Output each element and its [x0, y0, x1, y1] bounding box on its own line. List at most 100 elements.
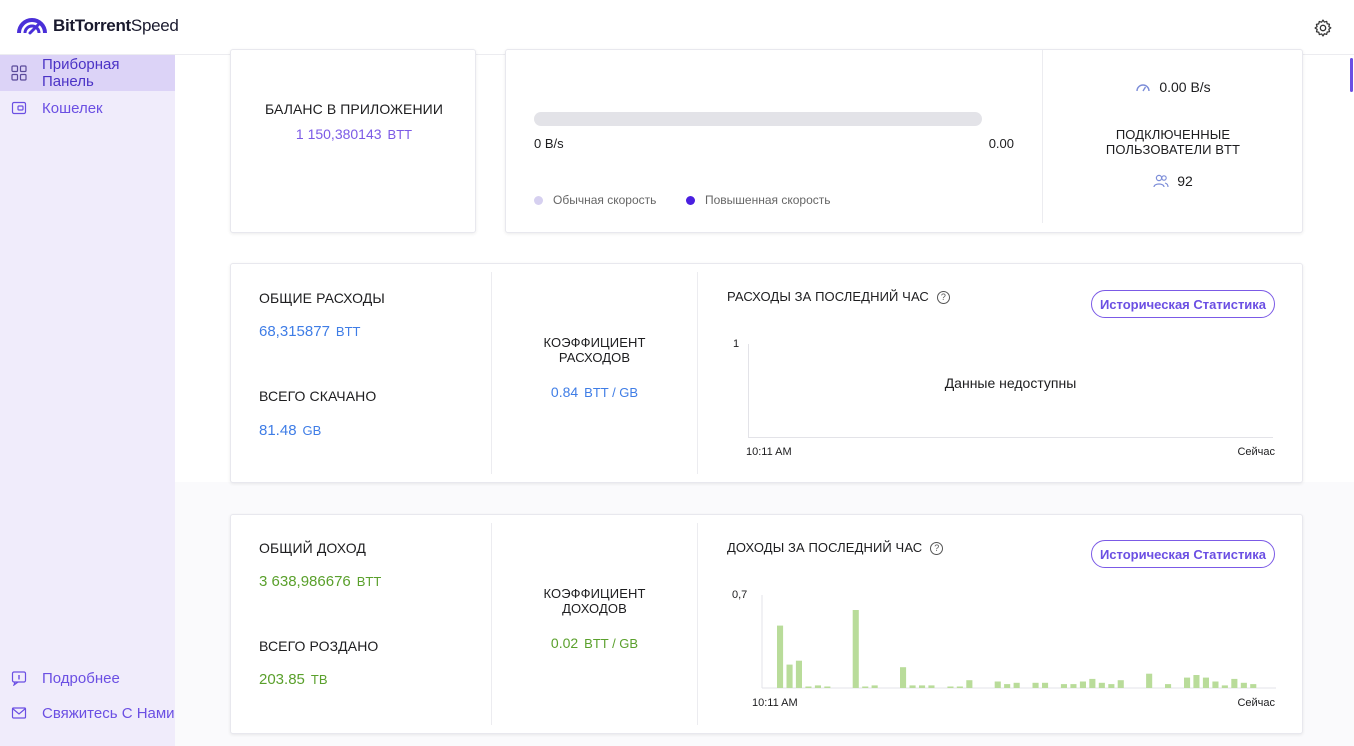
legend-boost-label: Повышенная скорость	[705, 193, 831, 207]
spending-y-max-label: 1	[733, 338, 740, 350]
total-spending-row: 68,315877 BTT	[259, 323, 360, 341]
earnings-bar	[1079, 681, 1086, 688]
earnings-x-start-label: 10:11 AM	[752, 697, 798, 709]
total-earnings-title: ОБЩИЙ ДОХОД	[259, 540, 366, 556]
app-header: BitTorrentSpeed	[0, 0, 1354, 55]
spending-x-axis	[748, 437, 1273, 438]
earnings-bar	[919, 685, 926, 688]
total-seeded-row: 203.85 TB	[259, 671, 328, 689]
spending-ratio-unit: BTT / GB	[584, 385, 639, 400]
spending-chart-title: РАСХОДЫ ЗА ПОСЛЕДНИЙ ЧАС	[727, 289, 929, 304]
total-downloaded-unit: GB	[302, 423, 322, 438]
dashboard-icon	[11, 65, 27, 81]
spending-ratio-value: 0.84	[550, 384, 579, 400]
total-downloaded-value: 81.48	[259, 422, 297, 439]
earnings-bar	[824, 686, 831, 688]
earnings-bar	[1250, 684, 1257, 688]
spending-x-end-label: Сейчас	[1237, 446, 1275, 458]
card-divider	[697, 272, 698, 474]
total-earnings-value: 3 638,986676	[259, 573, 351, 590]
total-downloaded-row: 81.48 GB	[259, 422, 321, 440]
help-question-icon[interactable]: ?	[936, 291, 950, 304]
bittorrent-logo-icon	[17, 18, 47, 35]
wallet-icon	[11, 101, 27, 115]
total-downloaded-title: ВСЕГО СКАЧАНО	[259, 388, 377, 404]
earnings-bar	[1184, 677, 1191, 688]
card-divider	[697, 523, 698, 725]
card-divider	[491, 272, 492, 474]
earnings-bar	[1032, 682, 1039, 688]
spending-x-start-label: 10:11 AM	[746, 446, 792, 458]
sidebar-item-wallet[interactable]: Кошелек	[0, 90, 175, 126]
earnings-bar	[900, 667, 907, 688]
legend-normal-label: Обычная скорость	[553, 193, 657, 207]
settings-gear-icon[interactable]	[1313, 18, 1333, 38]
dashboard-main: БАЛАНС В ПРИЛОЖЕНИИ 1 150,380143 BTT 0 B/…	[175, 49, 1354, 746]
spending-ratio-title-line2: РАСХОДОВ	[558, 350, 631, 365]
earnings-bar	[1117, 680, 1124, 688]
speed-card: 0 B/s 0.00 Обычная скорость Повышенная с…	[505, 49, 1303, 233]
spending-card: ОБЩИЕ РАСХОДЫ 68,315877 BTT ВСЕГО СКАЧАНО…	[230, 263, 1303, 483]
balance-value-row: 1 150,380143 BTT	[231, 126, 477, 144]
speedometer-icon	[1136, 84, 1151, 92]
earnings-bar	[966, 680, 973, 688]
earnings-ratio-title-line1: КОЭФФИЦИЕНТ	[543, 586, 646, 601]
earnings-bar-chart	[761, 595, 1276, 689]
sidebar-item-contact[interactable]: Свяжитесь С Нами	[0, 695, 175, 731]
earnings-bar	[795, 660, 802, 688]
total-seeded-title: ВСЕГО РОЗДАНО	[259, 638, 379, 654]
earnings-x-end-label: Сейчас	[1237, 697, 1275, 709]
app-title: BitTorrentSpeed	[53, 16, 179, 35]
sidebar-item-dashboard[interactable]: Приборная Панель	[0, 55, 175, 91]
earnings-bar	[1202, 677, 1209, 688]
earnings-bar	[1070, 684, 1077, 688]
no-data-message: Данные недоступны	[944, 375, 1077, 391]
sidebar-item-more-info[interactable]: Подробнее	[0, 660, 175, 696]
earnings-bar	[862, 686, 869, 688]
spending-ratio-title-line1: КОЭФФИЦИЕНТ	[543, 335, 646, 350]
legend-normal: Обычная скорость	[534, 193, 656, 207]
scrollbar-thumb[interactable]	[1350, 58, 1353, 92]
earnings-bar	[1108, 684, 1115, 688]
balance-value: 1 150,380143	[295, 126, 382, 142]
connected-users-title-line1: ПОДКЛЮЧЕННЫЕ	[1115, 127, 1231, 142]
total-spending-title: ОБЩИЕ РАСХОДЫ	[259, 290, 385, 306]
earnings-bar	[1060, 684, 1067, 688]
speed-right-value: 0.00	[988, 136, 1014, 151]
earnings-chart-title: ДОХОДЫ ЗА ПОСЛЕДНИЙ ЧАС	[727, 540, 923, 555]
connection-speed-row: 0.00 B/s	[1043, 79, 1303, 95]
earnings-bar	[1004, 684, 1011, 688]
earnings-bar	[909, 685, 916, 688]
earnings-bar	[1165, 684, 1172, 688]
earnings-ratio-title-line2: ДОХОДОВ	[562, 601, 627, 616]
earnings-ratio-title: КОЭФФИЦИЕНТ ДОХОДОВ	[492, 586, 697, 616]
balance-title: БАЛАНС В ПРИЛОЖЕНИИ	[264, 101, 444, 117]
sidebar-item-label: Кошелек	[42, 99, 103, 117]
connection-speed-value: 0.00 B/s	[1159, 79, 1211, 95]
connected-users-title: ПОДКЛЮЧЕННЫЕ ПОЛЬЗОВАТЕЛИ BTT	[1043, 127, 1303, 157]
connected-users-row: 92	[1043, 173, 1303, 189]
earnings-bar	[1098, 682, 1105, 688]
earnings-bar	[777, 625, 784, 688]
spending-chart-title-row: РАСХОДЫ ЗА ПОСЛЕДНИЙ ЧАС?	[727, 289, 950, 304]
total-seeded-unit: TB	[310, 672, 328, 687]
earnings-history-button[interactable]: Историческая Статистика	[1091, 540, 1275, 568]
total-earnings-row: 3 638,986676 BTT	[259, 573, 381, 591]
legend-normal-dot-icon	[534, 195, 543, 205]
total-earnings-unit: BTT	[356, 574, 382, 589]
spending-history-button[interactable]: Историческая Статистика	[1091, 290, 1275, 318]
sidebar-item-label: Приборная Панель	[42, 56, 120, 90]
earnings-bar	[814, 685, 821, 688]
total-spending-unit: BTT	[335, 324, 361, 339]
earnings-bar	[871, 685, 878, 688]
sidebar-item-label: Подробнее	[42, 669, 120, 687]
earnings-bar	[1193, 675, 1200, 688]
earnings-bar	[947, 686, 954, 688]
earnings-ratio-unit: BTT / GB	[584, 636, 639, 651]
app-logo: BitTorrentSpeed	[17, 16, 179, 36]
help-question-icon[interactable]: ?	[930, 542, 944, 555]
card-divider	[1042, 50, 1043, 223]
connected-users-title-line2: ПОЛЬЗОВАТЕЛИ BTT	[1105, 142, 1241, 157]
earnings-bar	[1240, 682, 1247, 688]
earnings-bar	[1013, 682, 1020, 688]
